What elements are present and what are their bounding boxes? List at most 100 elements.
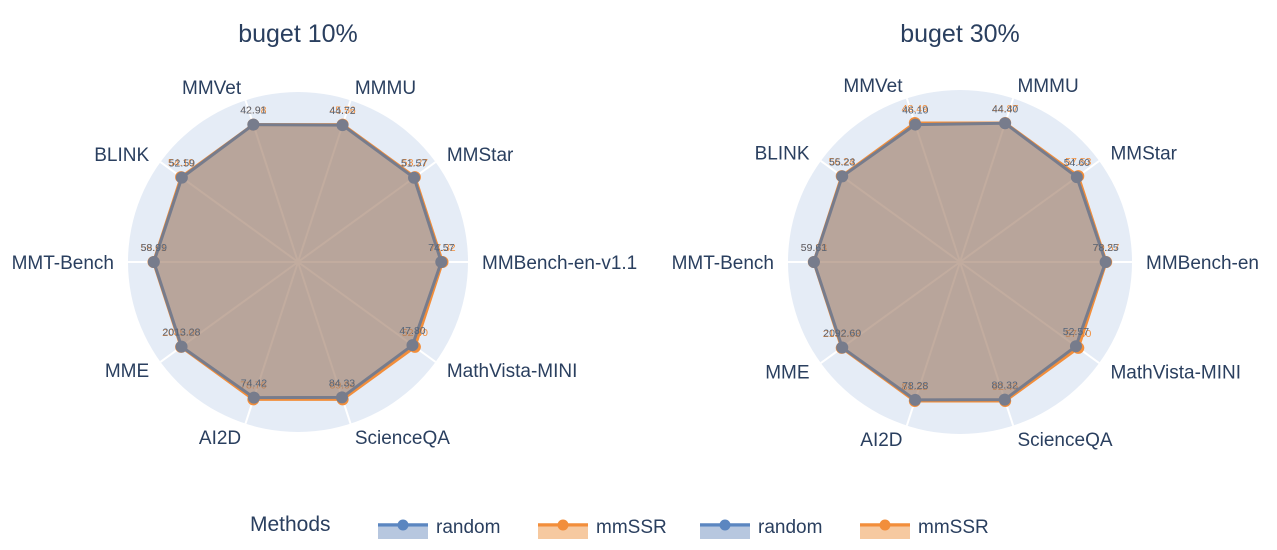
value-label-random-mmt-bench: 58.99 xyxy=(141,242,167,254)
value-label-random-mathvista-mini: 47.80 xyxy=(399,325,425,337)
value-label-random-mmvet: 46.10 xyxy=(902,105,928,117)
point-random-mmstar xyxy=(1070,171,1083,184)
legend-swatch-fill xyxy=(378,527,428,539)
legend-item-random-2[interactable]: random xyxy=(700,517,822,539)
axis-label-mmt-bench: MMT-Bench xyxy=(12,253,114,274)
axis-label-mmbench-en-v1-1: MMBench-en-v1.1 xyxy=(482,253,637,274)
series-area-random xyxy=(152,123,443,400)
point-random-mmvet xyxy=(909,118,922,131)
point-random-mathvista-mini xyxy=(1069,340,1082,353)
value-label-mmssr-mmvet: 42.98 xyxy=(240,105,266,117)
axis-label-mmstar: MMStar xyxy=(1110,144,1177,165)
legend-swatch-fill xyxy=(860,527,910,539)
legend-item-mmssr-1[interactable]: mmSSR xyxy=(538,517,667,539)
value-label-mmssr-mmmu: 45.56 xyxy=(330,105,356,117)
legend-swatch-fill xyxy=(700,527,750,539)
value-label-random-mathvista-mini: 52.57 xyxy=(1063,326,1089,338)
value-label-mmssr-mmstar: 53.27 xyxy=(402,157,428,169)
point-random-mmmu xyxy=(999,117,1012,130)
point-random-mmt-bench xyxy=(807,256,820,268)
point-random-mme xyxy=(175,340,188,353)
axis-label-mmt-bench: MMT-Bench xyxy=(672,253,774,274)
legend-label: mmSSR xyxy=(596,517,667,538)
axis-label-ai2d: AI2D xyxy=(860,430,902,451)
axis-label-blink: BLINK xyxy=(94,145,149,166)
point-random-mmvet xyxy=(247,118,260,131)
legend-label: mmSSR xyxy=(918,517,989,538)
point-random-scienceqa xyxy=(335,391,348,404)
value-label-random-blink: 52.59 xyxy=(169,158,195,170)
point-random-mmmu xyxy=(336,119,349,132)
value-label-random-mme: 2092.60 xyxy=(823,328,861,340)
chart-title: buget 30% xyxy=(900,20,1020,48)
value-label-mmssr-blink: 56.24 xyxy=(829,156,855,168)
legend-item-mmssr-3[interactable]: mmSSR xyxy=(860,517,989,539)
chart-title: buget 10% xyxy=(238,20,358,48)
value-label-random-mmstar: 54.60 xyxy=(1064,157,1090,169)
axis-label-mathvista-mini: MathVista-MINI xyxy=(1110,362,1241,383)
axis-label-mmstar: MMStar xyxy=(447,145,514,166)
value-label-random-ai2d: 74.42 xyxy=(241,378,267,390)
value-label-mmssr-mmmu: 44.87 xyxy=(992,103,1018,115)
value-label-mmssr-scienceqa: 89.94 xyxy=(330,379,356,391)
legend: Methods random mmSSR random mmSSR xyxy=(250,513,989,539)
value-label-random-mmstar: 51.57 xyxy=(401,158,427,170)
value-label-random-mmbench-en-v1-1: 74.57 xyxy=(428,242,454,254)
value-label-random-mmvet: 42.91 xyxy=(240,105,266,117)
value-label-mmssr-mathvista-mini: 57.40 xyxy=(1065,328,1091,340)
legend-label: random xyxy=(758,517,822,538)
legend-swatch-marker xyxy=(879,519,891,531)
point-random-blink xyxy=(836,170,849,183)
value-label-random-mme: 2013.28 xyxy=(163,327,201,339)
axis-label-mmmu: MMMU xyxy=(1017,76,1078,97)
radar-chart-budget-30: 44.8757.5379.5757.4092.4681.252132.9359.… xyxy=(672,20,1259,451)
value-label-mmssr-ai2d: 78.76 xyxy=(240,379,266,391)
value-label-mmssr-scienceqa: 92.46 xyxy=(992,381,1018,393)
value-label-random-mmmu: 44.40 xyxy=(992,103,1018,115)
axis-label-scienceqa: ScienceQA xyxy=(355,428,450,449)
point-random-ai2d xyxy=(909,393,922,406)
legend-swatch-fill xyxy=(538,527,588,539)
value-label-random-mmmu: 44.72 xyxy=(329,105,355,117)
point-random-ai2d xyxy=(247,391,260,404)
axis-label-mathvista-mini: MathVista-MINI xyxy=(447,361,578,382)
value-label-mmssr-mathvista-mini: 52.40 xyxy=(402,327,428,339)
value-label-random-scienceqa: 84.33 xyxy=(329,377,355,389)
point-random-mmstar xyxy=(408,171,421,184)
legend-swatch-marker xyxy=(557,519,569,531)
legend-swatch-marker xyxy=(719,519,731,531)
axis-label-mme: MME xyxy=(105,361,149,382)
point-random-mathvista-mini xyxy=(406,339,419,352)
point-random-scienceqa xyxy=(998,393,1011,406)
value-label-mmssr-ai2d: 81.25 xyxy=(902,381,928,393)
point-random-mmt-bench xyxy=(147,256,160,268)
series-area-random xyxy=(812,121,1108,402)
axis-label-blink: BLINK xyxy=(755,144,810,165)
axis-label-scienceqa: ScienceQA xyxy=(1017,430,1112,451)
value-label-random-mmt-bench: 59.61 xyxy=(801,242,827,254)
value-label-mmssr-mme: 2045.00 xyxy=(162,327,200,339)
point-random-mme xyxy=(836,341,849,354)
radar-chart-budget-10: 45.5653.2777.3252.4089.9478.762045.0059.… xyxy=(12,20,638,449)
value-label-mmssr-blink: 54.10 xyxy=(168,157,194,169)
axis-label-mmbench-en: MMBench-en xyxy=(1146,253,1259,274)
value-label-mmssr-mme: 2132.93 xyxy=(823,328,861,340)
value-label-random-mmbench-en: 78.25 xyxy=(1092,242,1118,254)
value-label-mmssr-mmvet: 48.49 xyxy=(902,103,928,115)
axis-label-ai2d: AI2D xyxy=(199,428,241,449)
legend-item-random-0[interactable]: random xyxy=(378,517,500,539)
point-random-mmbench-en-v1-1 xyxy=(435,256,448,268)
point-random-mmbench-en xyxy=(1099,256,1112,268)
value-label-mmssr-mmstar: 57.53 xyxy=(1065,156,1091,168)
axis-label-mmvet: MMVet xyxy=(182,78,242,99)
axis-label-mmmu: MMMU xyxy=(355,78,416,99)
legend-swatch-marker xyxy=(397,519,409,531)
axis-label-mmvet: MMVet xyxy=(843,76,903,97)
legend-title: Methods xyxy=(250,513,331,536)
value-label-random-ai2d: 78.28 xyxy=(902,380,928,392)
value-label-random-scienceqa: 88.32 xyxy=(992,380,1018,392)
point-random-blink xyxy=(175,171,188,184)
value-label-random-blink: 55.23 xyxy=(829,156,855,168)
legend-label: random xyxy=(436,517,500,538)
